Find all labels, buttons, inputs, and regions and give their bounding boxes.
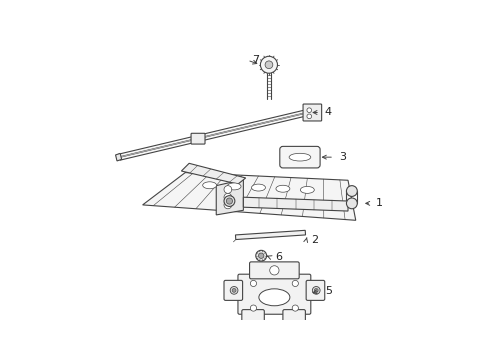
Circle shape [312,287,320,294]
Polygon shape [236,230,306,239]
Text: 7: 7 [252,55,259,65]
Circle shape [259,253,264,258]
FancyBboxPatch shape [191,133,205,144]
Ellipse shape [251,184,266,191]
FancyBboxPatch shape [238,274,311,314]
Text: 4: 4 [325,108,332,117]
Text: 1: 1 [376,198,383,208]
Circle shape [224,195,235,206]
Circle shape [270,266,279,275]
Circle shape [230,287,238,294]
Circle shape [224,201,232,209]
Polygon shape [216,180,244,215]
Circle shape [265,61,273,69]
FancyBboxPatch shape [283,310,305,324]
Circle shape [307,114,312,119]
FancyBboxPatch shape [249,262,299,279]
Text: 6: 6 [275,252,282,262]
Ellipse shape [289,153,311,161]
FancyBboxPatch shape [303,104,321,121]
Circle shape [292,305,298,311]
Circle shape [314,288,318,292]
Circle shape [250,280,257,287]
Text: 3: 3 [339,152,346,162]
Ellipse shape [346,186,357,197]
Polygon shape [119,109,308,160]
FancyBboxPatch shape [306,280,325,300]
Ellipse shape [259,289,290,306]
Circle shape [292,280,298,287]
Circle shape [307,108,312,112]
Polygon shape [116,153,122,161]
Polygon shape [181,163,245,184]
Circle shape [260,56,277,73]
Text: 2: 2 [311,235,318,245]
Circle shape [224,193,232,201]
FancyBboxPatch shape [242,310,264,324]
FancyBboxPatch shape [224,280,243,300]
Ellipse shape [346,198,357,209]
Circle shape [232,288,236,292]
Ellipse shape [227,183,241,190]
Ellipse shape [203,182,217,189]
Circle shape [226,198,233,204]
Circle shape [224,186,232,193]
Polygon shape [244,197,348,211]
Text: 5: 5 [325,286,332,296]
Ellipse shape [276,185,290,192]
Ellipse shape [300,186,314,193]
FancyBboxPatch shape [280,147,320,168]
Circle shape [250,305,257,311]
Polygon shape [143,172,356,220]
Circle shape [256,250,267,261]
